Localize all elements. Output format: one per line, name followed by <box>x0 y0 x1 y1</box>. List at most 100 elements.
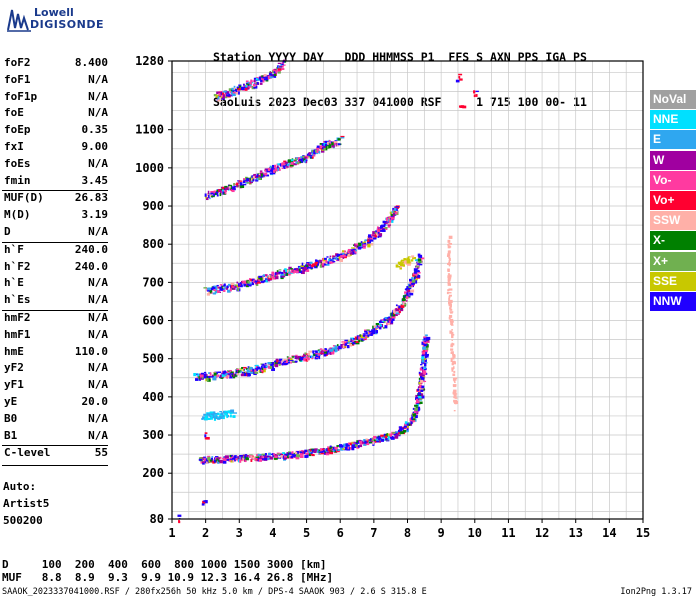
echo-mark <box>334 446 339 449</box>
echo-mark <box>372 438 375 440</box>
echo-mark <box>356 335 360 339</box>
echo-mark <box>258 278 261 280</box>
echo-mark <box>387 433 391 436</box>
echo-mark <box>286 272 289 276</box>
echo-mark <box>319 145 324 148</box>
echo-mark <box>371 331 376 335</box>
echo-mark <box>262 274 266 277</box>
echo-mark <box>209 372 212 376</box>
echo-mark <box>408 285 412 289</box>
echo-mark <box>424 355 427 359</box>
echo-mark <box>362 245 366 249</box>
echo-mark <box>274 363 279 368</box>
echo-mark <box>406 423 410 426</box>
echo-mark <box>364 329 367 332</box>
echo-mark <box>342 448 345 450</box>
echo-mark <box>320 149 325 153</box>
param-value: N/A <box>88 411 108 425</box>
echo-mark <box>447 292 452 294</box>
echo-mark <box>420 364 423 366</box>
echo-mark <box>450 348 454 351</box>
legend-item: NoVal <box>650 90 696 109</box>
echo-mark <box>331 142 334 146</box>
echo-mark <box>453 409 456 412</box>
y-tick-label: 200 <box>142 466 164 480</box>
echo-mark <box>365 332 368 335</box>
echo-mark <box>258 275 263 279</box>
echo-mark <box>258 176 261 180</box>
echo-mark <box>305 358 309 362</box>
echo-mark <box>387 224 391 228</box>
echo-mark <box>209 197 211 200</box>
echo-mark <box>408 258 411 262</box>
echo-mark <box>425 344 429 348</box>
echo-mark <box>264 362 267 365</box>
param-row: M(D) 3.19 <box>2 208 108 225</box>
echo-mark <box>409 278 413 282</box>
echo-mark <box>395 431 399 433</box>
echo-mark <box>247 283 252 286</box>
echo-mark <box>283 160 287 163</box>
echo-mark <box>220 412 224 416</box>
echo-mark <box>402 261 405 264</box>
param-value: N/A <box>88 72 108 86</box>
echo-mark <box>231 286 235 288</box>
echo-mark <box>221 92 225 96</box>
echo-mark <box>255 78 258 81</box>
echo-mark <box>333 141 338 143</box>
echo-mark <box>204 415 208 418</box>
echo-mark <box>223 456 226 458</box>
echo-mark <box>332 257 335 260</box>
echo-mark <box>368 331 372 335</box>
echo-mark <box>210 416 213 420</box>
echo-mark <box>233 185 238 188</box>
echo-mark <box>448 303 452 306</box>
echo-mark <box>243 178 247 180</box>
param-name: M(D) <box>4 208 31 222</box>
echo-mark <box>452 354 456 358</box>
echo-mark <box>349 343 353 347</box>
echo-mark <box>284 161 289 164</box>
echo-mark <box>239 284 242 286</box>
echo-mark <box>269 165 272 169</box>
echo-mark <box>213 372 217 376</box>
echo-mark <box>293 163 297 166</box>
echo-mark <box>341 251 346 253</box>
echo-mark <box>214 375 217 378</box>
echo-mark <box>216 189 219 192</box>
echo-mark <box>272 70 274 74</box>
echo-mark <box>342 256 345 259</box>
param-value: 3.45 <box>81 173 109 187</box>
echo-mark <box>245 368 248 370</box>
echo-mark <box>206 376 209 378</box>
echo-mark <box>328 352 331 355</box>
echo-mark <box>281 68 285 71</box>
echo-mark <box>342 251 345 255</box>
echo-mark <box>473 90 476 94</box>
echo-mark <box>420 376 424 380</box>
echo-mark <box>216 91 220 95</box>
echo-mark <box>243 84 246 88</box>
echo-mark <box>314 261 319 264</box>
echo-mark <box>207 192 211 197</box>
echo-mark <box>304 156 308 159</box>
echo-mark <box>375 326 378 329</box>
echo-mark <box>263 280 267 282</box>
echo-mark <box>223 90 227 93</box>
echo-mark <box>408 287 411 290</box>
echo-mark <box>345 443 349 447</box>
y-tick-labels: 80 200 300 400 500 600 700 800 900 1000 1100 1280 <box>135 54 172 526</box>
echo-mark <box>412 407 416 410</box>
echo-mark <box>355 342 360 345</box>
echo-mark <box>207 458 211 461</box>
echo-mark <box>236 182 239 186</box>
echo-mark <box>286 361 290 364</box>
logo-lowell-text: Lowell <box>34 6 74 19</box>
echo-mark <box>366 329 370 331</box>
echo-mark <box>329 261 333 264</box>
echo-mark <box>458 105 461 108</box>
echo-mark <box>448 260 451 263</box>
x-tick-labels: 1 2 3 4 5 6 7 8 9 10 11 12 13 14 15 <box>168 519 650 540</box>
echo-mark <box>329 257 332 260</box>
echo-mark <box>353 338 356 340</box>
